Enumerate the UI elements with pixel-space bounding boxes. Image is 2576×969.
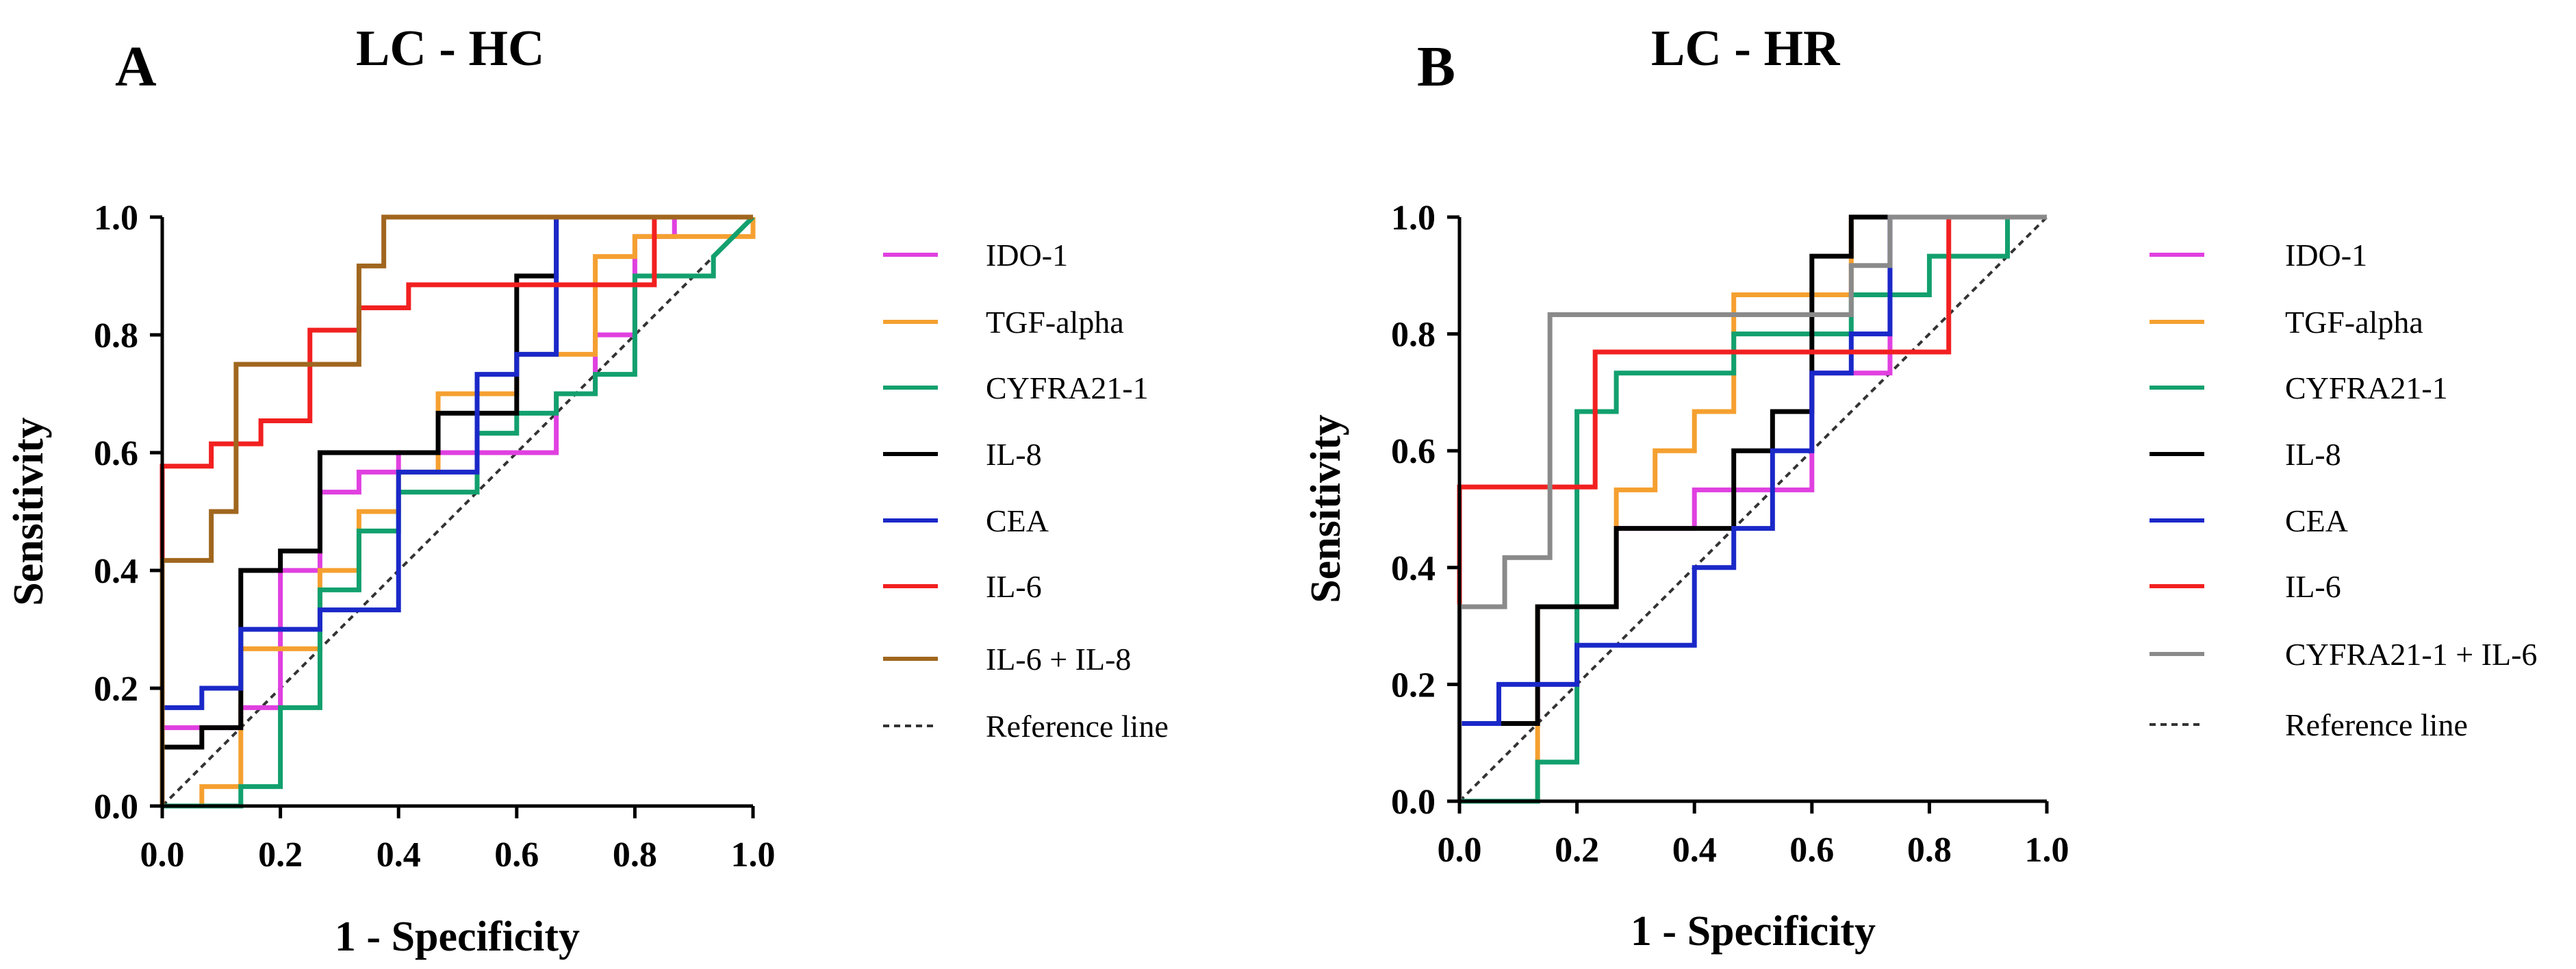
legend-item: Reference line xyxy=(883,709,1169,744)
panel-a-x-tick-label: 1.0 xyxy=(731,835,776,874)
panel-b-y-tick-label: 0.8 xyxy=(1391,316,1436,355)
panel-a-y-tick-label: 1.0 xyxy=(94,199,138,238)
legend-item: CEA xyxy=(883,503,1049,538)
panel-b-x-tick-label: 0.8 xyxy=(1907,831,1952,870)
panel-a-series-il-6-il-8 xyxy=(160,214,753,806)
panel-b-series-layer xyxy=(1457,214,2048,804)
legend-label: Reference line xyxy=(986,709,1169,744)
panel-a-series-il-8 xyxy=(160,214,753,806)
legend-label: CEA xyxy=(986,503,1049,538)
panel-a-series-cea xyxy=(160,214,753,806)
panel-b-tick-layer xyxy=(1447,215,2049,814)
panel-b-y-tick-label: 0.6 xyxy=(1391,432,1436,471)
legend-item: IL-6 xyxy=(2150,569,2341,604)
legend-label: IDO-1 xyxy=(2285,238,2367,273)
legend-item: IDO-1 xyxy=(2150,238,2367,273)
legend-item: CYFRA21-1 xyxy=(2150,370,2448,405)
legend-item: TGF-alpha xyxy=(2150,305,2423,340)
legend-item: Reference line xyxy=(2150,707,2468,742)
legend-label: Reference line xyxy=(2285,707,2468,742)
panel-b-letter: B xyxy=(1417,35,1455,99)
legend-label: IL-8 xyxy=(986,437,1042,472)
panel-a-legend: IDO-1 TGF-alpha CYFRA21-1 IL-8 CEA IL-6 xyxy=(883,238,1169,744)
panel-a-y-axis-label: Sensitivity xyxy=(5,417,52,606)
panel-b-y-tick-label: 1.0 xyxy=(1391,199,1436,238)
legend-label: CYFRA21-1 xyxy=(2285,370,2448,405)
panel-b-x-tick-label: 0.6 xyxy=(1789,831,1834,870)
legend-item: IDO-1 xyxy=(883,238,1068,273)
legend-label: CYFRA21-1 + IL-6 xyxy=(2285,637,2537,672)
panel-a-y-tick-label: 0.4 xyxy=(94,552,138,591)
legend-item: IL-6 xyxy=(883,569,1042,604)
panel-a-reference-line xyxy=(161,216,754,807)
panel-b-y-axis-label: Sensitivity xyxy=(1303,414,1349,603)
panel-b-series-cyfra21-1-il-6 xyxy=(1457,214,2047,801)
legend-item: IL-8 xyxy=(2150,437,2341,472)
panel-b-title: LC - HR xyxy=(1651,21,1841,77)
panel-a-x-axis-label: 1 - Specificity xyxy=(335,914,580,960)
panel-a-y-tick-label: 0.8 xyxy=(94,316,138,355)
legend-item: TGF-alpha xyxy=(883,305,1124,340)
legend-label: IL-8 xyxy=(2285,437,2341,472)
panel-a-series-layer xyxy=(160,214,756,809)
legend-label: CEA xyxy=(2285,503,2348,538)
panel-a-y-tick-label: 0.0 xyxy=(94,788,138,827)
panel-a-plot-area xyxy=(150,214,756,818)
panel-a-tick-layer xyxy=(150,215,755,818)
panel-a-x-tick-label: 0.4 xyxy=(377,835,421,874)
panel-a: A LC - HC 0.0 0.2 0.4 0.6 0.8 1.0 0.0 0.… xyxy=(5,21,1169,960)
legend-label: IL-6 xyxy=(986,569,1042,604)
legend-label: TGF-alpha xyxy=(2285,305,2423,340)
panel-a-series-il-6 xyxy=(160,214,753,806)
panel-b-x-tick-label: 0.4 xyxy=(1672,831,1717,870)
legend-label: TGF-alpha xyxy=(986,305,1124,340)
legend-label: CYFRA21-1 xyxy=(986,370,1149,405)
panel-b-y-tick-label: 0.2 xyxy=(1391,666,1436,705)
legend-item: CEA xyxy=(2150,503,2348,538)
legend-label: IL-6 + IL-8 xyxy=(986,642,1131,677)
panel-b-series-cea xyxy=(1457,214,2047,801)
legend-label: IL-6 xyxy=(2285,569,2341,604)
panel-a-x-tick-label: 0.2 xyxy=(258,835,303,874)
panel-b-plot-area xyxy=(1447,214,2049,814)
panel-a-x-tick-label: 0.0 xyxy=(140,835,185,874)
panel-a-y-tick-label: 0.2 xyxy=(94,670,138,709)
panel-b-y-tick-label: 0.0 xyxy=(1391,783,1436,822)
panel-a-x-tick-label: 0.8 xyxy=(613,835,657,874)
legend-item: CYFRA21-1 + IL-6 xyxy=(2150,637,2537,672)
panel-b: B LC - HR 0.0 0.2 0.4 0.6 0.8 1.0 0.0 0.… xyxy=(1303,21,2537,955)
panel-a-x-tick-label: 0.6 xyxy=(494,835,539,874)
panel-b-x-tick-label: 1.0 xyxy=(2025,831,2069,870)
panel-a-y-tick-label: 0.6 xyxy=(94,434,138,473)
legend-item: IL-6 + IL-8 xyxy=(883,642,1131,677)
panel-a-title: LC - HC xyxy=(356,21,544,77)
panel-b-x-tick-label: 0.0 xyxy=(1438,831,1482,870)
legend-label: IDO-1 xyxy=(986,238,1068,273)
panel-b-y-tick-label: 0.4 xyxy=(1391,549,1436,588)
panel-a-letter: A xyxy=(115,35,157,99)
panel-b-x-tick-label: 0.2 xyxy=(1555,831,1599,870)
legend-item: IL-8 xyxy=(883,437,1042,472)
panel-b-legend: IDO-1 TGF-alpha CYFRA21-1 IL-8 CEA IL-6 xyxy=(2150,238,2537,742)
panel-b-x-axis-label: 1 - Specificity xyxy=(1631,908,1876,955)
legend-item: CYFRA21-1 xyxy=(883,370,1149,405)
panel-b-series-il-6 xyxy=(1457,214,2047,801)
